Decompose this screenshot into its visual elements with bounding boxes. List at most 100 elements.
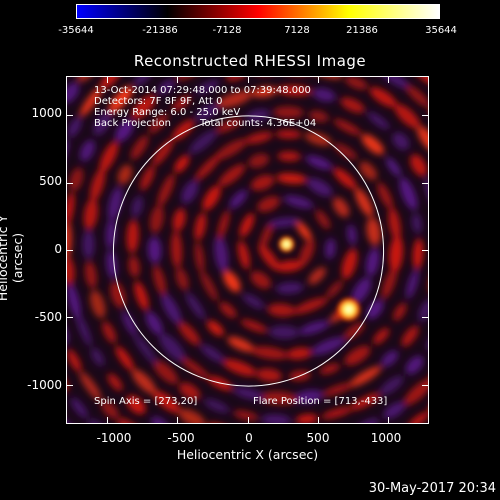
intensity-blob [157,79,175,95]
intensity-blob [401,325,419,347]
intensity-blob [227,336,255,353]
intensity-blob [256,368,282,382]
x-tick-label: 0 [245,431,253,445]
intensity-blob [90,290,106,319]
intensity-blob [347,224,357,245]
intensity-blob [100,400,119,419]
intensity-blob [341,248,358,280]
tick-mark [388,417,390,424]
intensity-blob [378,77,410,89]
intensity-blob [115,119,134,142]
intensity-blob [392,132,410,150]
intensity-blob [131,195,144,218]
intensity-blob [276,85,313,96]
intensity-blob [258,244,280,271]
intensity-blob [276,173,307,184]
tick-mark [247,76,249,83]
intensity-blob [356,418,380,423]
intensity-blob [248,153,270,168]
intensity-blob [319,363,341,375]
intensity-blob [296,221,312,241]
intensity-blob [333,119,362,136]
tick-mark [422,115,429,117]
intensity-blob [204,398,230,413]
intensity-blob [369,87,397,108]
info-total-counts: Total counts: 4.36E+04 [200,118,317,129]
intensity-blob [67,82,80,104]
colorbar-tick-label: -7128 [212,25,242,36]
intensity-blob [110,281,126,309]
intensity-blob [411,213,422,234]
intensity-blob [215,138,248,160]
info-detectors: Detectors: 7F 8F 9F, Att 0 [94,96,223,107]
intensity-blob [171,95,191,111]
intensity-blob [90,347,105,367]
intensity-blob [79,371,102,401]
tick-mark [106,76,108,83]
intensity-blob [70,397,88,419]
intensity-blob [147,236,162,264]
intensity-blob [200,344,225,363]
intensity-blob [388,207,401,241]
intensity-blob [407,411,428,423]
intensity-blob [295,414,318,423]
intensity-blob [126,219,139,254]
intensity-blob [194,212,207,241]
intensity-blob [107,373,123,391]
intensity-blob [217,210,230,239]
intensity-blob [381,266,398,300]
intensity-blob [389,235,404,272]
bright-source [335,296,362,323]
intensity-blob [394,104,421,129]
colorbar-tick-label: 21386 [346,25,378,36]
intensity-blob [153,390,181,413]
intensity-blob [277,151,301,162]
intensity-blob [312,88,336,102]
intensity-blob [355,188,373,217]
intensity-blob [406,269,419,299]
colorbar-tick-label: 7128 [284,25,310,36]
intensity-blob [240,319,268,333]
intensity-blob [333,143,358,160]
intensity-blob [128,255,140,278]
intensity-blob [157,173,175,207]
intensity-blob [377,182,393,210]
intensity-blob [153,360,179,385]
intensity-blob [131,94,156,120]
intensity-blob [217,90,253,108]
intensity-blob [133,334,158,365]
intensity-blob [82,230,95,259]
intensity-blob [67,117,82,138]
tick-mark [66,115,73,117]
tick-mark [66,182,73,184]
intensity-blob [359,161,378,181]
intensity-blob [299,239,315,267]
colorbar [76,4,440,19]
intensity-blob [412,238,424,270]
intensity-blob [242,293,265,309]
intensity-blob [159,333,186,362]
intensity-blob [67,255,75,286]
intensity-blob [259,391,298,405]
tick-mark [247,417,249,424]
info-energy-range: Energy Range: 6.0 - 25.0 keV [94,107,241,118]
intensity-blob [229,189,248,209]
intensity-blob [379,375,404,396]
tick-mark [177,76,179,83]
tick-mark [66,317,73,319]
intensity-blob [69,167,84,192]
colorbar-tick-label: 35644 [425,25,457,36]
intensity-blob [148,113,169,134]
intensity-blob [214,235,229,273]
intensity-blob [405,355,424,375]
intensity-blob [185,292,206,320]
intensity-blob [223,270,241,293]
intensity-blob [225,77,247,81]
intensity-blob [126,395,146,415]
intensity-blob [189,130,217,154]
tick-mark [422,182,429,184]
tick-mark [177,417,179,424]
intensity-blob [292,297,328,314]
tick-mark [317,76,319,83]
intensity-blob [257,196,280,212]
